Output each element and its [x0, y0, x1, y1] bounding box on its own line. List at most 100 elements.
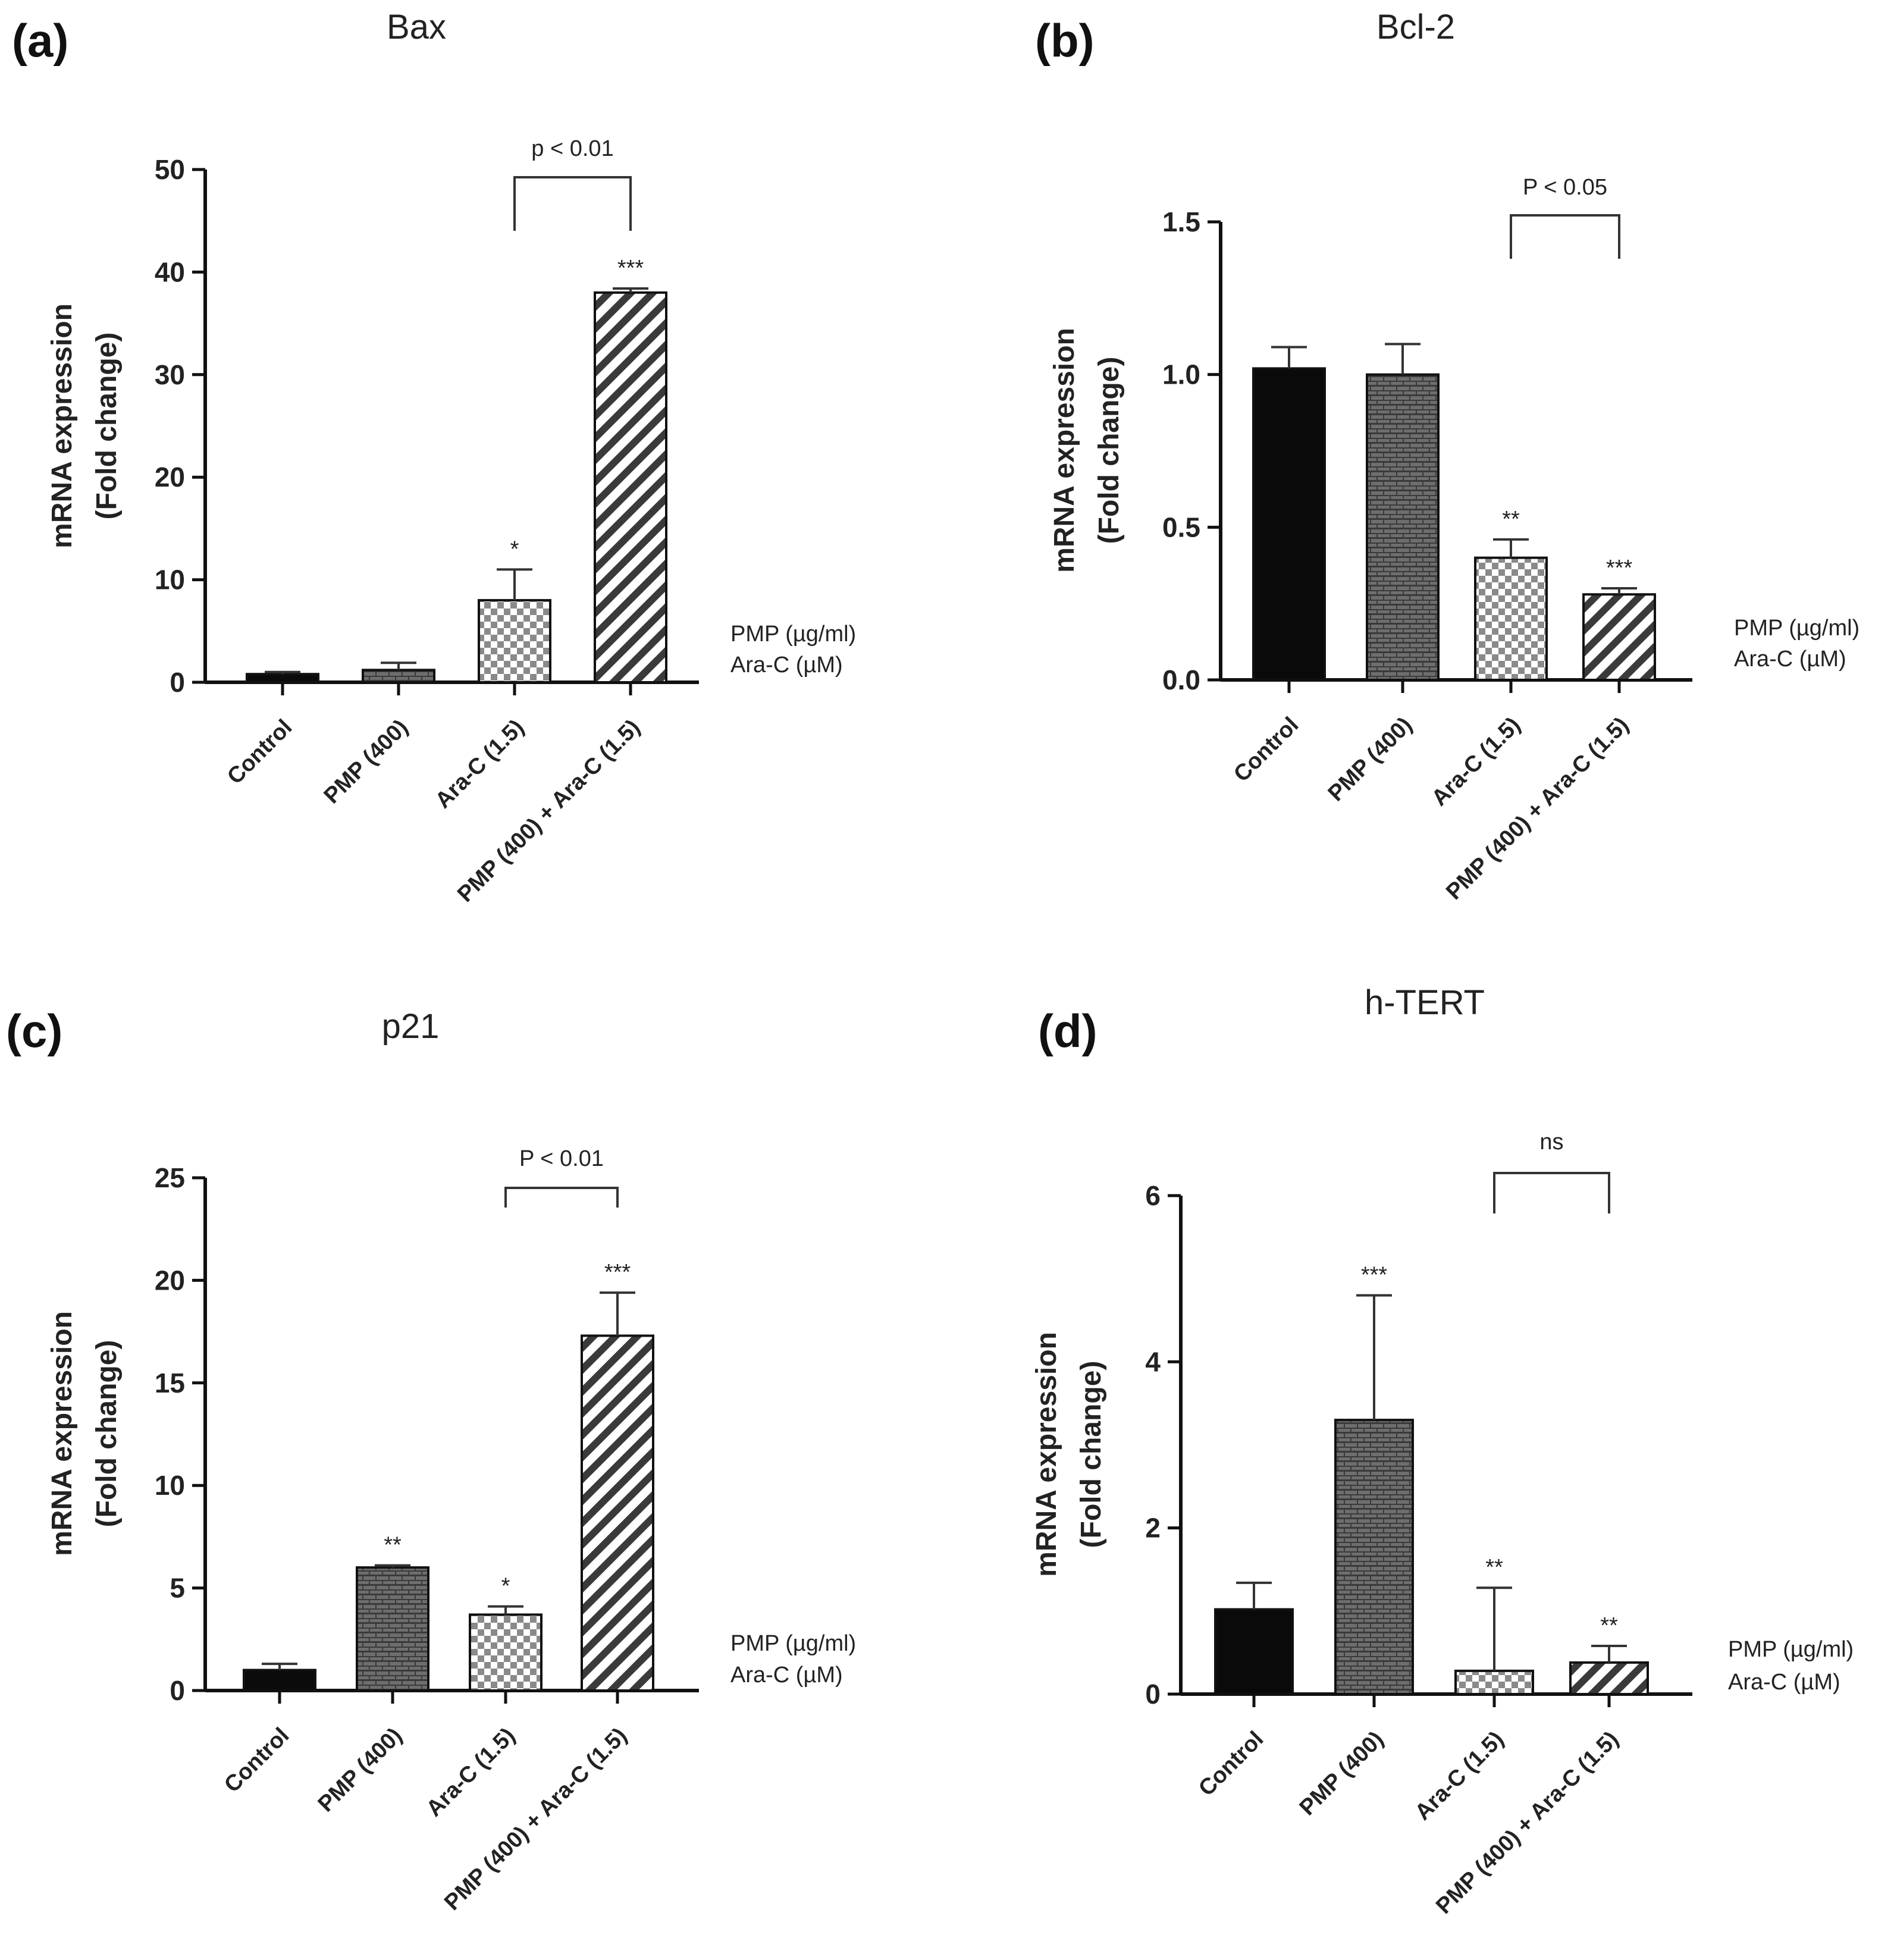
- panel-b-title: Bcl-2: [1376, 8, 1455, 46]
- panel-a-letter: (a): [12, 14, 68, 67]
- panel-d-bar: [1214, 1608, 1294, 1696]
- panel-a-ylabel-line2: (Fold change): [91, 333, 123, 520]
- panel-a-legend-arac: Ara-C (µM): [730, 653, 843, 678]
- panel-c-y-tick-label: 20: [155, 1265, 185, 1296]
- panel-a-y-tick-label: 10: [155, 565, 185, 595]
- panel-a-y-tick-label: 50: [155, 154, 185, 185]
- panel-b-bar: [1582, 593, 1656, 681]
- panel-a-significance-label: *: [510, 537, 519, 562]
- panel-a-bar: [478, 599, 551, 684]
- panel-d-bar: [1334, 1419, 1414, 1696]
- panel-a-legend-pmp: PMP (µg/ml): [730, 622, 856, 647]
- panel-a: (a) Bax mRNA expression (Fold change) 0 1…: [12, 8, 856, 907]
- panel-d-category-label: Ara-C (1.5): [1410, 1727, 1509, 1826]
- panel-a-comparison-bracket: [513, 176, 632, 231]
- panel-c-bar: [356, 1566, 429, 1692]
- panel-d-title: h-TERT: [1365, 983, 1485, 1022]
- panel-b-ylabel-line1: mRNA expression: [1049, 328, 1080, 573]
- panel-a-y-tick-label: 40: [155, 256, 185, 287]
- panel-a-y-tick-label: 0: [170, 667, 185, 698]
- panel-d-legend-pmp: PMP (µg/ml): [1728, 1637, 1854, 1662]
- panel-b-category-label: Ara-C (1.5): [1427, 713, 1526, 811]
- panel-c-y-tick-label: 5: [170, 1573, 185, 1604]
- panel-c-ylabel-line1: mRNA expression: [46, 1311, 78, 1556]
- panel-a-bar: [246, 673, 319, 684]
- panel-d-category-label: Control: [1194, 1727, 1268, 1801]
- panel-d-ylabel-line1: mRNA expression: [1031, 1332, 1062, 1577]
- panel-b-y-tick-label: 1.5: [1162, 206, 1200, 237]
- panel-a-category-label: PMP (400): [319, 715, 413, 809]
- panel-a-ylabel-line1: mRNA expression: [46, 303, 78, 548]
- panel-c-plot: 0 5 10 15 20 25 Control ** PMP (400) * Ara-C (1.5)…: [155, 1146, 699, 1915]
- panel-b-y-tick-label: 0.5: [1162, 512, 1200, 542]
- panel-c-letter: (c): [6, 1005, 62, 1057]
- panel-c-comparison-label: P < 0.01: [519, 1146, 604, 1171]
- panel-d-comparison-bracket: [1493, 1172, 1610, 1213]
- panel-d-comparison-label: ns: [1539, 1130, 1563, 1155]
- panel-c-bar: [243, 1669, 316, 1692]
- panel-a-significance-label: ***: [617, 256, 644, 281]
- panel-d-y-tick-label: 4: [1145, 1346, 1161, 1377]
- panel-b: (b) Bcl-2 mRNA expression (Fold change) …: [1035, 8, 1859, 905]
- panel-b-bar: [1366, 373, 1440, 681]
- panel-c-comparison-bracket: [504, 1187, 619, 1208]
- panel-b-category-label: PMP (400): [1324, 713, 1418, 807]
- panel-c-bar: [581, 1334, 654, 1692]
- panel-c-category-label: Control: [219, 1723, 294, 1798]
- panel-d-significance-label: ***: [1361, 1263, 1388, 1288]
- panel-c-y-tick-label: 15: [155, 1368, 185, 1398]
- panel-b-y-tick-label: 0.0: [1162, 664, 1200, 695]
- panel-c-y-tick-label: 25: [155, 1162, 185, 1193]
- panel-a-comparison-label: p < 0.01: [531, 136, 613, 161]
- panel-a-y-tick-label: 20: [155, 462, 185, 493]
- panel-a-title: Bax: [387, 8, 446, 46]
- panel-b-legend-pmp: PMP (µg/ml): [1734, 616, 1859, 641]
- panel-c-y-tick-label: 0: [170, 1675, 185, 1706]
- panel-c-category-label: PMP (400): [313, 1723, 407, 1817]
- panel-c-ylabel-line2: (Fold change): [91, 1340, 123, 1528]
- panel-b-bar: [1252, 367, 1326, 681]
- panel-c-bar: [469, 1613, 543, 1692]
- panel-d-plot: 0 2 4 6 Control *** PMP (400) ** Ara-C (1.5) ** PM…: [1145, 1130, 1692, 1919]
- panel-d-ylabel-line2: (Fold change): [1075, 1361, 1107, 1548]
- panel-c-category-label: Ara-C (1.5): [422, 1723, 520, 1822]
- panel-b-bar: [1474, 556, 1548, 682]
- panel-d-significance-label: **: [1485, 1555, 1503, 1580]
- panel-a-category-label: Control: [222, 715, 297, 789]
- panel-b-category-label: Control: [1229, 713, 1303, 787]
- panel-c-significance-label: **: [384, 1533, 402, 1558]
- panel-a-bar: [362, 669, 435, 684]
- panel-d-bar: [1454, 1669, 1534, 1695]
- panel-a-plot: 0 10 20 30 40 50 Control PMP (400) * Ara-C (1.5) *…: [155, 136, 699, 907]
- panel-c-category-label: PMP (400) + Ara-C (1.5): [440, 1723, 632, 1915]
- panel-b-comparison-label: P < 0.05: [1523, 175, 1607, 200]
- panel-d-y-tick-label: 0: [1145, 1679, 1161, 1710]
- panel-b-plot: 0.0 0.5 1.0 1.5 Control PMP (400) ** Ara-C (1.5…: [1162, 175, 1692, 905]
- panel-d-letter: (d): [1038, 1005, 1097, 1057]
- panel-b-significance-label: **: [1502, 507, 1520, 532]
- panel-b-letter: (b): [1035, 14, 1095, 67]
- panel-b-comparison-bracket: [1510, 214, 1620, 259]
- panel-c: (c) p21 mRNA expression (Fold change) 0 5…: [6, 1005, 856, 1915]
- panel-c-significance-label: *: [501, 1574, 510, 1599]
- panel-d-y-tick-label: 2: [1145, 1513, 1161, 1544]
- panel-b-legend-arac: Ara-C (µM): [1734, 647, 1846, 672]
- panel-c-legend-arac: Ara-C (µM): [730, 1663, 843, 1688]
- panel-a-category-label: PMP (400) + Ara-C (1.5): [453, 715, 645, 907]
- panel-d-category-label: PMP (400) + Ara-C (1.5): [1431, 1727, 1623, 1919]
- panel-c-y-tick-label: 10: [155, 1470, 185, 1501]
- panel-a-bar: [594, 291, 667, 683]
- panel-b-ylabel-line2: (Fold change): [1093, 357, 1125, 544]
- panel-d-significance-label: **: [1600, 1613, 1618, 1638]
- panel-d: (d) h-TERT mRNA expression (Fold change)…: [1031, 983, 1854, 1919]
- panel-d-category-label: PMP (400): [1295, 1727, 1389, 1821]
- panel-c-legend-pmp: PMP (µg/ml): [730, 1631, 856, 1656]
- panel-d-y-tick-label: 6: [1145, 1180, 1161, 1211]
- panel-b-y-tick-label: 1.0: [1162, 359, 1200, 390]
- panel-b-category-label: PMP (400) + Ara-C (1.5): [1441, 713, 1633, 905]
- panel-b-significance-label: ***: [1606, 556, 1633, 581]
- panel-c-significance-label: ***: [604, 1260, 631, 1285]
- panel-a-y-tick-label: 30: [155, 359, 185, 390]
- panel-a-category-label: Ara-C (1.5): [431, 715, 529, 814]
